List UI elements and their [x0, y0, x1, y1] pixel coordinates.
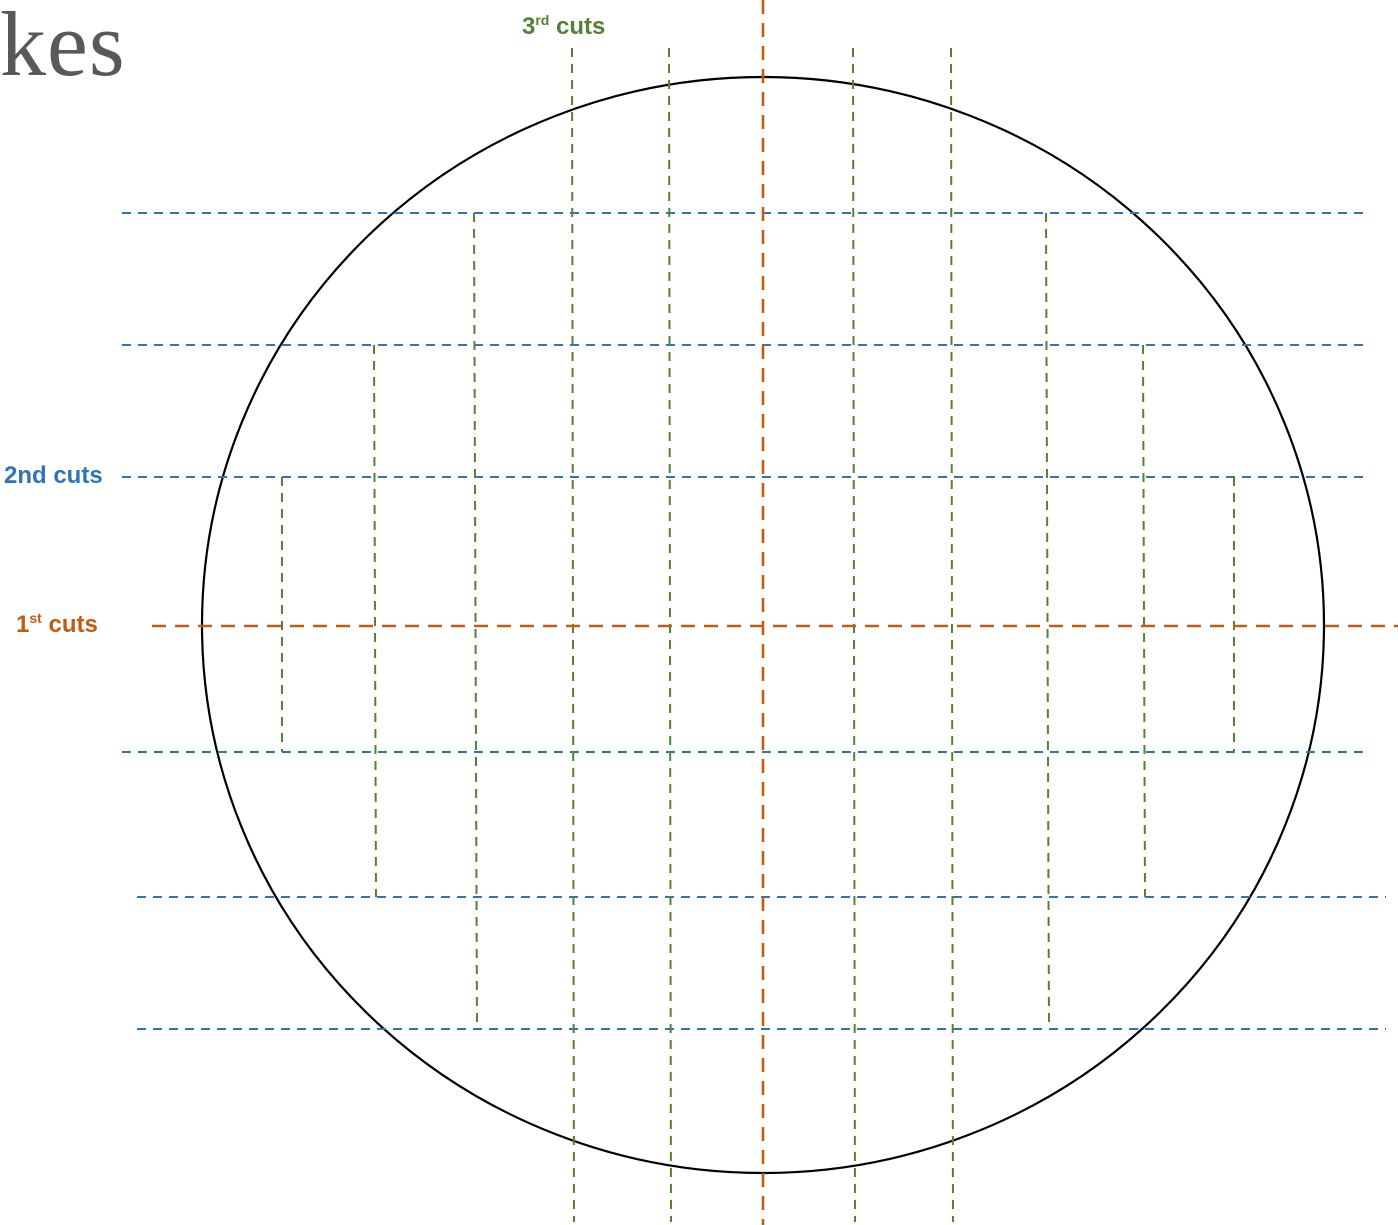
first-cuts-word: cuts	[48, 611, 97, 638]
third-cuts-word: cuts	[556, 13, 605, 40]
first-cuts-sup: st	[29, 610, 41, 626]
third-cut-line	[669, 48, 671, 1222]
third-cut-line	[374, 345, 376, 897]
third-cut-line	[951, 48, 953, 1222]
slide-title-fragment: kes	[0, 0, 126, 90]
third-cut-line	[1143, 345, 1145, 897]
third-cuts-group	[282, 48, 1234, 1222]
third-cut-line	[572, 48, 574, 1222]
second-cuts-label: 2nd cuts	[4, 464, 103, 488]
first-cuts-group	[152, 0, 1398, 1225]
third-cuts-sup: rd	[535, 12, 549, 28]
third-cuts-num: 3	[522, 13, 535, 40]
third-cut-line	[853, 48, 855, 1222]
third-cuts-label: 3rd cuts	[522, 15, 605, 39]
first-cuts-label: 1st cuts	[16, 613, 98, 637]
second-cuts-group	[122, 213, 1386, 1029]
third-cut-line	[1046, 213, 1049, 1029]
third-cut-line	[474, 213, 477, 1029]
first-cuts-num: 1	[16, 611, 29, 638]
